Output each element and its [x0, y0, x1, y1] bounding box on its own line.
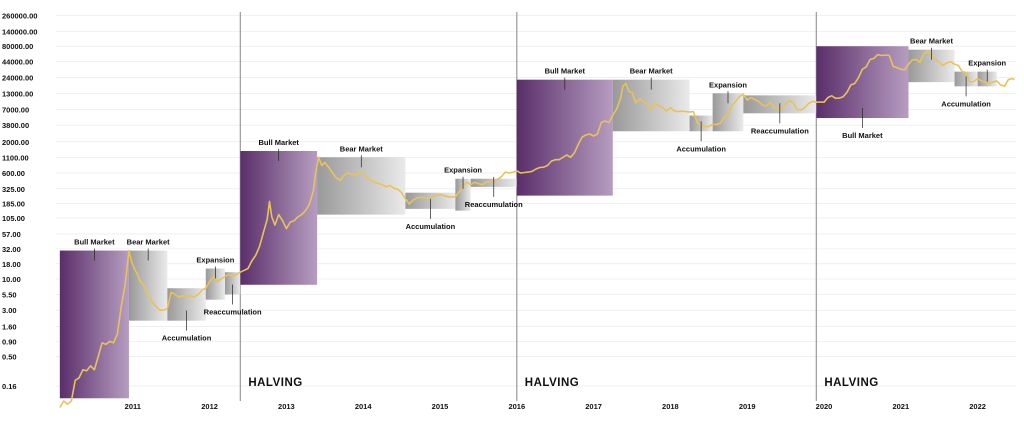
bull-market-box [59, 250, 129, 399]
y-tick-label: 0.50 [2, 353, 17, 362]
phase-label: Bear Market [910, 37, 953, 46]
y-tick-label: 44000.00 [2, 58, 33, 67]
phase-label: Accumulation [162, 334, 212, 343]
y-tick-label: 80000.00 [2, 42, 33, 51]
halving-label: HALVING [824, 377, 878, 389]
x-axis: 2011 2012 2013 2014 2015 2016 2017 2018 2019 2020… [125, 402, 986, 411]
y-tick-label: 5.50 [2, 290, 17, 299]
phase-label: Reaccumulation [204, 307, 262, 316]
y-tick-label: 0.16 [2, 382, 17, 391]
y-tick-label: 13000.00 [2, 89, 33, 98]
halving-label: HALVING [525, 377, 579, 389]
y-axis: 260000.00 140000.00 80000.00 44000.00 24000.… [2, 12, 37, 391]
phase-label: Bull Market [842, 131, 883, 140]
phase-label: Reaccumulation [465, 200, 523, 209]
phase-label: Expansion [968, 59, 1006, 68]
phase-label: Bear Market [127, 238, 170, 247]
y-tick-label: 260000.00 [2, 12, 37, 21]
y-tick-label: 3800.00 [2, 121, 29, 130]
phase-label: Bull Market [545, 67, 586, 76]
phase-label: Accumulation [676, 144, 726, 153]
x-tick-label: 2019 [739, 402, 756, 411]
phase-label: Bull Market [259, 138, 300, 147]
y-tick-label: 7000.00 [2, 105, 29, 114]
phase-label: Bear Market [630, 67, 673, 76]
x-tick-label: 2011 [125, 402, 141, 411]
series-layer [59, 50, 1015, 408]
y-tick-label: 3.00 [2, 306, 17, 315]
phase-label: Reaccumulation [751, 126, 809, 135]
phase-box [224, 272, 241, 295]
y-tick-label: 105.00 [2, 214, 25, 223]
x-tick-label: 2021 [892, 402, 909, 411]
y-tick-label: 32.00 [2, 245, 21, 254]
y-tick-label: 18.00 [2, 260, 21, 269]
phase-label: Bear Market [340, 144, 383, 153]
bull-market-box [240, 151, 318, 285]
y-tick-label: 0.90 [2, 337, 17, 346]
phase-layer [59, 46, 997, 399]
phase-label: Accumulation [406, 222, 456, 231]
x-tick-label: 2017 [585, 402, 602, 411]
y-tick-label: 600.00 [2, 169, 25, 178]
y-tick-label: 325.00 [2, 185, 25, 194]
y-tick-label: 57.00 [2, 230, 21, 239]
phase-box [128, 250, 168, 321]
label-layer: Bull Market Bear Market Accumulation Expans… [74, 37, 1006, 343]
x-tick-label: 2020 [816, 402, 833, 411]
phase-label: Expansion [444, 166, 482, 175]
x-tick-label: 2014 [355, 402, 373, 411]
x-tick-label: 2012 [201, 402, 218, 411]
phase-label: Bull Market [74, 238, 115, 247]
y-tick-label: 140000.00 [2, 28, 37, 37]
phase-label: Expansion [709, 80, 747, 89]
phase-box [455, 178, 471, 211]
grid-layer [56, 15, 1016, 387]
x-tick-label: 2018 [662, 402, 679, 411]
phase-label: Accumulation [941, 99, 991, 108]
price-line [59, 50, 1015, 408]
y-tick-label: 2000.00 [2, 138, 29, 147]
y-tick-label: 24000.00 [2, 73, 33, 82]
bull-market-box [816, 46, 909, 119]
y-tick-label: 10.00 [2, 275, 21, 284]
x-tick-label: 2016 [508, 402, 525, 411]
phase-box [205, 268, 225, 300]
x-tick-label: 2022 [969, 402, 986, 411]
phase-label: Expansion [196, 255, 234, 264]
y-tick-label: 1100.00 [2, 153, 29, 162]
x-tick-label: 2015 [432, 402, 449, 411]
y-tick-label: 185.00 [2, 199, 25, 208]
y-tick-label: 1.60 [2, 322, 17, 331]
bull-market-box [516, 79, 613, 196]
halving-label: HALVING [248, 377, 302, 389]
x-tick-label: 2013 [278, 402, 295, 411]
